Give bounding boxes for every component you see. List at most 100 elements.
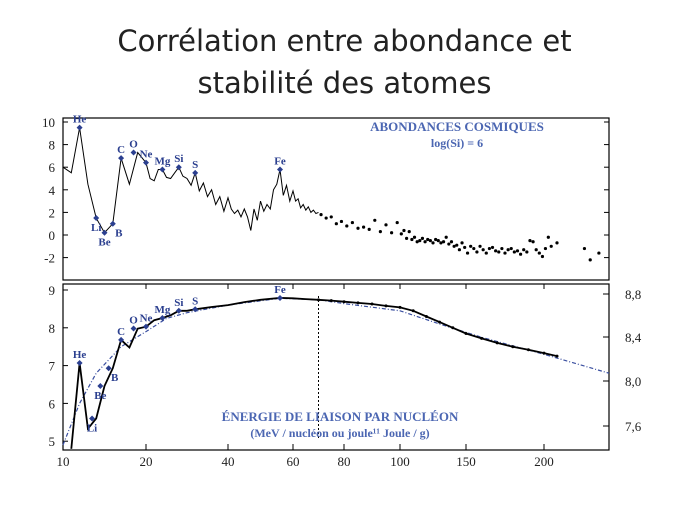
abundance-point [537,251,541,255]
abundance-point [418,239,422,243]
abundance-point [431,241,435,245]
top-element-label: He [73,114,87,126]
x-tick-label: 200 [534,454,554,469]
right-y-tick-label: 7,6 [625,419,642,434]
abundance-point [324,216,328,220]
binding-energy-point [438,320,442,324]
top-element-marker [192,169,199,176]
x-tick-label: 100 [390,454,410,469]
top-element-marker [76,124,83,131]
abundance-point [350,220,354,225]
abundance-point [423,240,427,244]
top-element-marker [109,220,116,227]
abundance-point [534,248,538,252]
top-panel-frame [62,117,610,281]
abundance-point [457,248,461,252]
top-element-marker [277,166,283,173]
abundance-point [475,250,479,254]
top-element-label: S [192,159,198,171]
bottom-element-marker [192,306,199,313]
abundance-point [405,236,409,240]
bottom-element-label: Mg [154,304,170,316]
abundance-point [465,251,470,255]
bottom-element-label: Ne [140,313,153,325]
top-element-marker [130,149,137,156]
bottom-element-label: O [129,315,138,327]
abundance-point [412,235,417,239]
abundance-point [441,240,446,244]
right-y-tick-label: 8,4 [625,330,642,345]
top-y-tick-label: 0 [49,228,56,243]
abundance-point [399,232,403,236]
abundance-point [540,254,545,259]
binding-energy-point [329,299,333,303]
bottom-y-tick-label: 5 [49,434,56,449]
abundance-point [334,222,338,226]
abundance-point [490,245,495,250]
top-element-marker [101,229,108,236]
top-element-label: C [117,144,125,156]
top-element-label: Li [91,222,101,234]
right-y-tick-label: 8,8 [625,287,641,302]
abundance-point [447,242,451,246]
abundance-point [444,235,448,239]
top-element-marker [159,166,166,173]
top-y-tick-label: 8 [49,138,56,153]
abundance-point [410,237,414,242]
x-tick-label: 40 [222,454,235,469]
bottom-element-label: Fe [274,284,286,296]
top-element-label: Fe [274,155,286,167]
bottom-y-tick-label: 9 [49,283,56,298]
abundance-point [356,226,360,230]
abundance-point [428,239,432,243]
bottom-element-marker [277,294,283,301]
slide-title-line1: Corrélation entre abondance et [117,24,572,58]
top-y-tick-label: 10 [42,115,55,130]
abundance-series-line [62,127,319,234]
binding-energy-point [511,345,515,349]
abundance-point [415,240,419,244]
abundance-point [497,250,501,254]
bottom-annotation-title: ÉNERGIE DE LIAISON PAR NUCLÉON [222,409,459,424]
binding-energy-point [317,298,320,302]
abundance-point [525,250,529,254]
abundance-point [463,245,467,250]
abundance-point [407,230,411,234]
binding-energy-point [464,331,468,335]
bottom-element-marker [97,383,104,390]
abundance-point [319,213,323,217]
bottom-element-marker [118,336,125,343]
binding-energy-point [384,304,388,308]
abundance-point [420,236,425,240]
bottom-element-marker [175,307,182,314]
abundance-point [373,218,377,222]
x-tick-label: 20 [140,454,153,469]
top-element-marker [118,155,125,162]
binding-energy-point [411,309,415,313]
binding-energy-point [555,354,559,358]
bottom-annotation-subtitle: (MeV / nucléon ou joule¹¹ Joule / g) [250,426,429,440]
abundance-point [531,240,535,244]
abundance-point [503,251,507,255]
abundance-point [555,241,559,245]
abundance-point [494,249,498,253]
binding-energy-point [342,300,346,304]
abundance-point [452,244,456,248]
top-element-label: O [129,139,138,151]
abundance-point [362,225,366,229]
abundance-point [434,237,438,242]
x-tick-label: 80 [338,454,351,469]
abundance-point [436,239,440,243]
abundance-point [339,219,344,224]
abundance-point [426,237,430,242]
top-element-marker [175,164,182,171]
top-annotation-subtitle: log(Si) = 6 [431,136,483,150]
top-element-label: Ne [140,149,153,161]
top-y-tick-label: 4 [49,183,56,198]
bottom-element-marker [76,359,83,366]
abundance-point [402,228,406,233]
bottom-panel-frame [62,283,610,451]
abundance-point [509,246,513,251]
top-element-label: Mg [154,155,170,167]
bottom-y-tick-label: 8 [49,321,56,336]
